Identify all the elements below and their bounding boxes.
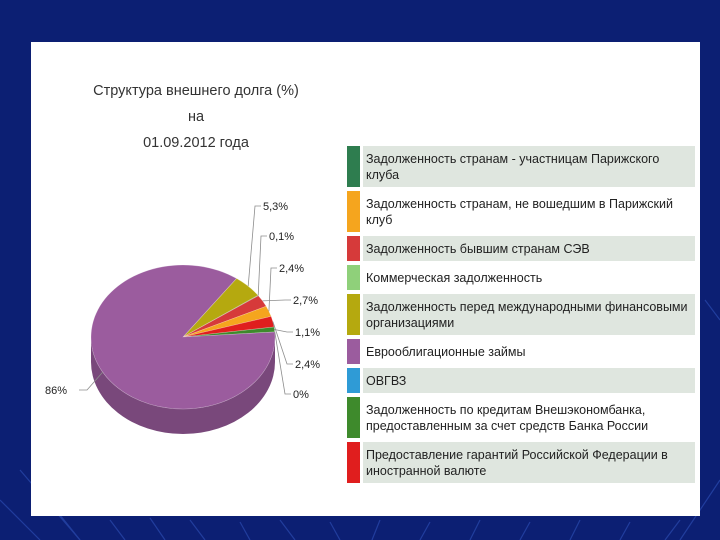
legend-item: Предоставление гарантий Российской Федер…	[347, 442, 695, 483]
data-label-7: 0%	[293, 389, 309, 401]
chart-legend: Задолженность странам - участницам Париж…	[347, 146, 695, 487]
legend-label: Задолженность странам, не вошедшим в Пар…	[363, 191, 695, 232]
legend-swatch	[347, 442, 360, 483]
legend-label: Предоставление гарантий Российской Федер…	[363, 442, 695, 483]
legend-swatch	[347, 368, 360, 393]
legend-item: ОВГВЗ	[347, 368, 695, 393]
leader-line-5	[247, 205, 261, 287]
pie-side-6	[91, 337, 275, 434]
data-label-6: 86%	[45, 385, 67, 397]
legend-item: Задолженность бывшим странам СЭВ	[347, 236, 695, 261]
legend-swatch	[347, 191, 360, 232]
data-label-5: 5,3%	[263, 201, 288, 213]
chart-title-line-2: 01.09.2012 года	[143, 135, 249, 151]
legend-swatch	[347, 397, 360, 438]
leader-line-3	[262, 299, 291, 302]
legend-swatch	[347, 236, 360, 261]
leader-line-9	[272, 321, 293, 365]
data-label-1: 0,1%	[269, 231, 294, 243]
pie-chart: 5,3% 0,1% 2,7% 2,4% 2,4% 1,1% 0% 86%	[45, 201, 320, 434]
data-label-9: 2,4%	[295, 359, 320, 371]
legend-label: Коммерческая задолженность	[363, 265, 695, 290]
legend-label: Задолженность странам - участницам Париж…	[363, 146, 695, 187]
chart-title: Структура внешнего долга (%) на 01.09.20…	[91, 78, 301, 156]
legend-item: Задолженность перед международными финан…	[347, 294, 695, 335]
legend-label: ОВГВЗ	[363, 368, 695, 393]
legend-label: Еврооблигационные займы	[363, 339, 695, 364]
legend-item: Задолженность странам - участницам Париж…	[347, 146, 695, 187]
legend-item: Задолженность по кредитам Внешэкономбанк…	[347, 397, 695, 438]
data-label-3: 2,7%	[293, 295, 318, 307]
data-label-2: 2,4%	[279, 263, 304, 275]
legend-label: Задолженность перед международными финан…	[363, 294, 695, 335]
leader-line-8	[274, 329, 293, 333]
content-panel: Структура внешнего долга (%) на 01.09.20…	[31, 42, 700, 516]
chart-title-line-1: Структура внешнего долга (%) на	[93, 83, 299, 125]
legend-label: Задолженность по кредитам Внешэкономбанк…	[363, 397, 695, 438]
legend-swatch	[347, 265, 360, 290]
leader-line-7	[274, 331, 291, 395]
pie-slice-6	[90, 264, 276, 410]
leader-line-2	[268, 267, 277, 312]
legend-swatch	[347, 294, 360, 335]
legend-label: Задолженность бывшим странам СЭВ	[363, 236, 695, 261]
legend-item: Коммерческая задолженность	[347, 265, 695, 290]
leader-line-1	[257, 235, 267, 296]
legend-swatch	[347, 339, 360, 364]
pie-slice-3	[182, 295, 267, 338]
data-label-8: 1,1%	[295, 327, 320, 339]
legend-item: Задолженность странам, не вошедшим в Пар…	[347, 191, 695, 232]
legend-swatch	[347, 146, 360, 187]
legend-item: Еврооблигационные займы	[347, 339, 695, 364]
leader-line-6	[79, 371, 104, 391]
